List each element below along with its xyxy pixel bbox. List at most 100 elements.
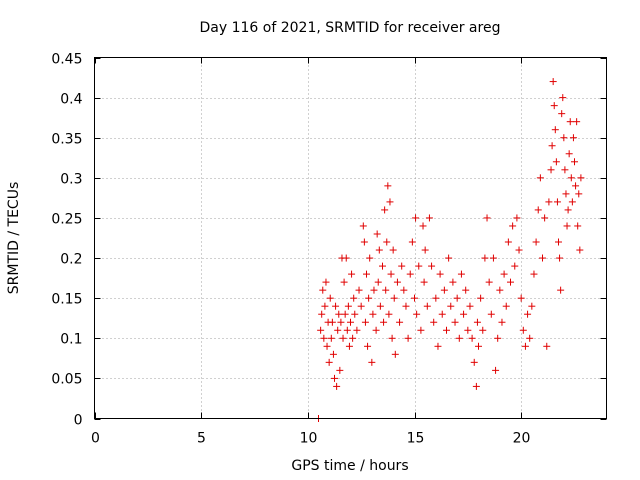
data-point xyxy=(468,334,476,342)
data-point xyxy=(331,374,338,382)
data-point xyxy=(342,254,350,262)
data-point xyxy=(398,262,406,270)
data-point xyxy=(517,294,525,302)
data-point xyxy=(457,270,465,278)
data-point xyxy=(319,286,327,294)
data-point xyxy=(571,158,578,166)
data-point xyxy=(349,334,357,342)
data-point xyxy=(436,270,444,278)
y-tick-label: 0.45 xyxy=(51,52,82,68)
data-point xyxy=(440,286,448,294)
data-point xyxy=(558,110,566,118)
data-point xyxy=(564,206,572,214)
data-point xyxy=(432,294,440,302)
data-point xyxy=(543,342,551,350)
data-point xyxy=(347,318,354,326)
data-point xyxy=(322,278,330,286)
data-point xyxy=(507,278,514,286)
data-point xyxy=(477,294,485,302)
data-point xyxy=(547,166,555,174)
data-point xyxy=(348,270,356,278)
data-point xyxy=(563,222,571,230)
data-point xyxy=(534,206,542,214)
data-point xyxy=(451,318,459,326)
data-point xyxy=(355,286,363,294)
data-point xyxy=(528,302,536,310)
data-point xyxy=(351,310,359,318)
data-point xyxy=(402,302,410,310)
data-point xyxy=(396,318,404,326)
data-point xyxy=(337,318,345,326)
data-point xyxy=(574,222,582,230)
data-point xyxy=(481,254,489,262)
data-point xyxy=(419,222,427,230)
data-point xyxy=(500,270,508,278)
data-point xyxy=(317,326,325,334)
data-point xyxy=(364,342,372,350)
data-point xyxy=(515,246,523,254)
data-point xyxy=(573,118,581,126)
data-point xyxy=(334,326,342,334)
data-point xyxy=(406,270,414,278)
data-point xyxy=(445,254,453,262)
data-point xyxy=(369,310,377,318)
data-point xyxy=(400,286,408,294)
y-tick-label: 0.2 xyxy=(60,252,82,268)
data-point xyxy=(382,286,390,294)
data-point xyxy=(532,238,540,246)
data-point xyxy=(370,286,378,294)
data-point xyxy=(340,278,348,286)
data-point xyxy=(556,254,564,262)
data-point xyxy=(560,134,568,142)
data-point xyxy=(425,214,433,222)
data-point xyxy=(361,318,369,326)
grid-lines xyxy=(94,57,607,419)
data-point xyxy=(408,238,416,246)
y-tick-label: 0.05 xyxy=(51,372,82,388)
data-point xyxy=(373,230,381,238)
data-point xyxy=(487,310,495,318)
data-point xyxy=(567,174,575,182)
data-point xyxy=(530,270,538,278)
data-point xyxy=(553,198,561,206)
data-point xyxy=(472,382,480,390)
data-point xyxy=(494,334,502,342)
data-point xyxy=(375,246,383,254)
data-point xyxy=(466,302,474,310)
data-point xyxy=(502,302,510,310)
y-tick-label: 0.25 xyxy=(51,212,82,228)
data-point xyxy=(475,342,482,350)
x-tick-label: 20 xyxy=(513,431,531,447)
data-point xyxy=(390,294,398,302)
data-point xyxy=(368,358,376,366)
data-point xyxy=(513,214,521,222)
y-tick-label: 0.1 xyxy=(60,332,82,348)
data-point xyxy=(524,310,532,318)
data-point xyxy=(557,286,565,294)
data-point xyxy=(387,270,395,278)
data-point xyxy=(323,342,331,350)
data-point xyxy=(365,294,373,302)
data-point xyxy=(434,342,442,350)
data-point xyxy=(575,190,583,198)
data-point xyxy=(430,318,438,326)
data-point xyxy=(326,294,334,302)
data-point xyxy=(460,310,468,318)
data-point xyxy=(381,206,389,214)
y-tick-label: 0.15 xyxy=(51,292,82,308)
data-point xyxy=(519,326,527,334)
data-point xyxy=(320,334,328,342)
data-points xyxy=(315,78,585,422)
data-point xyxy=(536,174,544,182)
data-point xyxy=(344,302,352,310)
data-point xyxy=(415,262,423,270)
data-point xyxy=(318,310,326,318)
data-point xyxy=(551,126,559,134)
data-point xyxy=(559,94,567,102)
data-point xyxy=(357,302,365,310)
data-point xyxy=(550,102,558,110)
data-point xyxy=(526,334,534,342)
data-point xyxy=(498,318,506,326)
data-point xyxy=(339,334,347,342)
tick-labels: 0 5 10 15 20 0 0.05 0.1 0.15 0.2 0.25 0.3 0.35 0.4 0.4… xyxy=(51,52,530,447)
